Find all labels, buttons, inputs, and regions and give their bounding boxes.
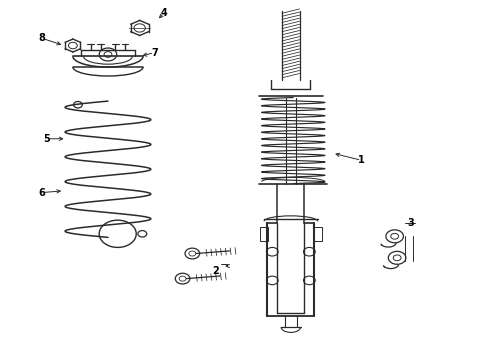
Text: 6: 6 xyxy=(39,188,45,198)
Text: 3: 3 xyxy=(406,218,413,228)
Text: 7: 7 xyxy=(151,48,157,58)
Text: 4: 4 xyxy=(161,8,167,18)
Text: 1: 1 xyxy=(357,155,364,165)
Text: 8: 8 xyxy=(39,33,45,43)
Text: 2: 2 xyxy=(211,266,218,276)
Bar xyxy=(313,226,321,241)
Bar xyxy=(260,226,267,241)
Text: 5: 5 xyxy=(43,134,50,144)
